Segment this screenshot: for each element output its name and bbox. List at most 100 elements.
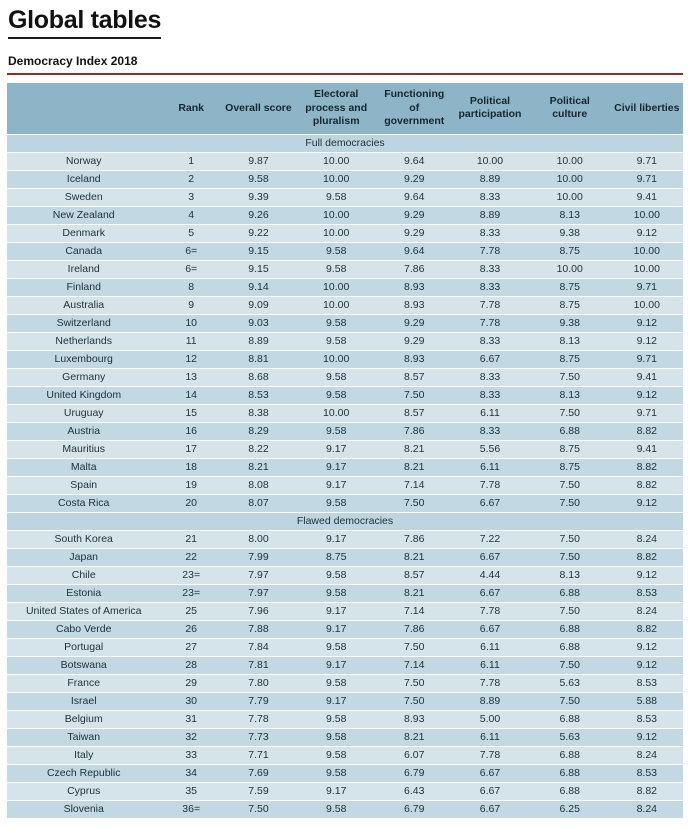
score-cell: 8.75 xyxy=(528,458,611,476)
score-cell: 6.07 xyxy=(377,746,452,764)
score-cell: 28 xyxy=(160,656,222,674)
score-cell: 5.00 xyxy=(451,710,529,728)
table-row: Uruguay 15 8.38 10.00 8.57 6.11 7.50 9.71 xyxy=(7,404,683,422)
table-row: United Kingdom 14 8.53 9.58 7.50 8.33 8.13 9.12 xyxy=(7,386,683,404)
score-cell: 8.75 xyxy=(528,350,611,368)
score-cell: 10.00 xyxy=(294,206,378,224)
score-cell: 7.22 xyxy=(451,530,529,548)
score-cell: 3 xyxy=(160,188,222,206)
table-row: Luxembourg 12 8.81 10.00 8.93 6.67 8.75 9.71 xyxy=(7,350,683,368)
score-cell: 9.38 xyxy=(528,224,611,242)
country-cell: Uruguay xyxy=(7,404,161,422)
score-cell: 8.33 xyxy=(451,188,529,206)
score-cell: 9.64 xyxy=(377,242,452,260)
score-cell: 10.00 xyxy=(294,224,378,242)
score-cell: 8.13 xyxy=(528,386,611,404)
score-cell: 22 xyxy=(160,548,222,566)
score-cell: 7.59 xyxy=(221,782,295,800)
table-row: Switzerland 10 9.03 9.58 9.29 7.78 9.38 9.12 xyxy=(7,314,683,332)
column-header: Electoral process and pluralism xyxy=(294,83,378,134)
score-cell: 8.21 xyxy=(377,584,452,602)
score-cell: 6.88 xyxy=(528,620,611,638)
score-cell: 9.15 xyxy=(221,242,295,260)
score-cell: 8.82 xyxy=(610,422,683,440)
score-cell: 8.89 xyxy=(451,170,529,188)
score-cell: 8.13 xyxy=(528,332,611,350)
table-row: Botswana 28 7.81 9.17 7.14 6.11 7.50 9.12 xyxy=(7,656,683,674)
table-row: Cyprus 35 7.59 9.17 6.43 6.67 6.88 8.82 xyxy=(7,782,683,800)
score-cell: 9.12 xyxy=(610,494,683,512)
table-row: Denmark 5 9.22 10.00 9.29 8.33 9.38 9.12 xyxy=(7,224,683,242)
score-cell: 6.88 xyxy=(528,746,611,764)
score-cell: 6.79 xyxy=(377,764,452,782)
score-cell: 9.41 xyxy=(610,440,683,458)
table-row: United States of America 25 7.96 9.17 7.14 7.… xyxy=(7,602,683,620)
score-cell: 9.17 xyxy=(294,692,378,710)
table-row: South Korea 21 8.00 9.17 7.86 7.22 7.50 8.24 xyxy=(7,530,683,548)
table-row: Canada 6= 9.15 9.58 9.64 7.78 8.75 10.00 xyxy=(7,242,683,260)
column-header: Rank xyxy=(160,83,222,134)
country-cell: South Korea xyxy=(7,530,161,548)
score-cell: 7.78 xyxy=(451,296,529,314)
score-cell: 27 xyxy=(160,638,222,656)
page-title: Global tables xyxy=(8,6,161,39)
score-cell: 8.33 xyxy=(451,260,529,278)
table-row: Slovenia 36= 7.50 9.58 6.79 6.67 6.25 8.24 xyxy=(7,800,683,818)
score-cell: 9.17 xyxy=(294,620,378,638)
score-cell: 9.58 xyxy=(294,494,378,512)
score-cell: 9.17 xyxy=(294,782,378,800)
score-cell: 12 xyxy=(160,350,222,368)
score-cell: 6.67 xyxy=(451,350,529,368)
score-cell: 6.25 xyxy=(528,800,611,818)
democracy-index-table: Rank Overall score Electoral process and p… xyxy=(7,82,683,819)
score-cell: 8.21 xyxy=(377,548,452,566)
score-cell: 21 xyxy=(160,530,222,548)
score-cell: 8.53 xyxy=(221,386,295,404)
score-cell: 9.03 xyxy=(221,314,295,332)
score-cell: 9.58 xyxy=(294,422,378,440)
score-cell: 8.75 xyxy=(528,278,611,296)
score-cell: 6.11 xyxy=(451,656,529,674)
score-cell: 7.50 xyxy=(377,674,452,692)
score-cell: 7.14 xyxy=(377,476,452,494)
country-cell: Australia xyxy=(7,296,161,314)
score-cell: 33 xyxy=(160,746,222,764)
score-cell: 7.88 xyxy=(221,620,295,638)
country-cell: New Zealand xyxy=(7,206,161,224)
score-cell: 29 xyxy=(160,674,222,692)
score-cell: 6.88 xyxy=(528,422,611,440)
score-cell: 9.58 xyxy=(294,584,378,602)
score-cell: 6.88 xyxy=(528,710,611,728)
score-cell: 8.33 xyxy=(451,332,529,350)
score-cell: 7.81 xyxy=(221,656,295,674)
table-row: Czech Republic 34 7.69 9.58 6.79 6.67 6.88 8.53 xyxy=(7,764,683,782)
country-cell: Costa Rica xyxy=(7,494,161,512)
country-cell: Iceland xyxy=(7,170,161,188)
score-cell: 7.97 xyxy=(221,566,295,584)
score-cell: 25 xyxy=(160,602,222,620)
table-row: Portugal 27 7.84 9.58 7.50 6.11 6.88 9.12 xyxy=(7,638,683,656)
score-cell: 26 xyxy=(160,620,222,638)
score-cell: 6.88 xyxy=(528,782,611,800)
score-cell: 7.80 xyxy=(221,674,295,692)
score-cell: 8.75 xyxy=(528,296,611,314)
score-cell: 8.81 xyxy=(221,350,295,368)
country-cell: Malta xyxy=(7,458,161,476)
country-cell: United Kingdom xyxy=(7,386,161,404)
score-cell: 9.71 xyxy=(610,350,683,368)
score-cell: 9.58 xyxy=(294,332,378,350)
score-cell: 6.88 xyxy=(528,764,611,782)
score-cell: 9.14 xyxy=(221,278,295,296)
score-cell: 34 xyxy=(160,764,222,782)
score-cell: 4 xyxy=(160,206,222,224)
country-cell: Mauritius xyxy=(7,440,161,458)
score-cell: 7.78 xyxy=(451,476,529,494)
score-cell: 6.67 xyxy=(451,800,529,818)
country-cell: Botswana xyxy=(7,656,161,674)
country-cell: Belgium xyxy=(7,710,161,728)
score-cell: 6= xyxy=(160,242,222,260)
table-row: Italy 33 7.71 9.58 6.07 7.78 6.88 8.24 xyxy=(7,746,683,764)
score-cell: 8.33 xyxy=(451,368,529,386)
score-cell: 10.00 xyxy=(294,152,378,170)
